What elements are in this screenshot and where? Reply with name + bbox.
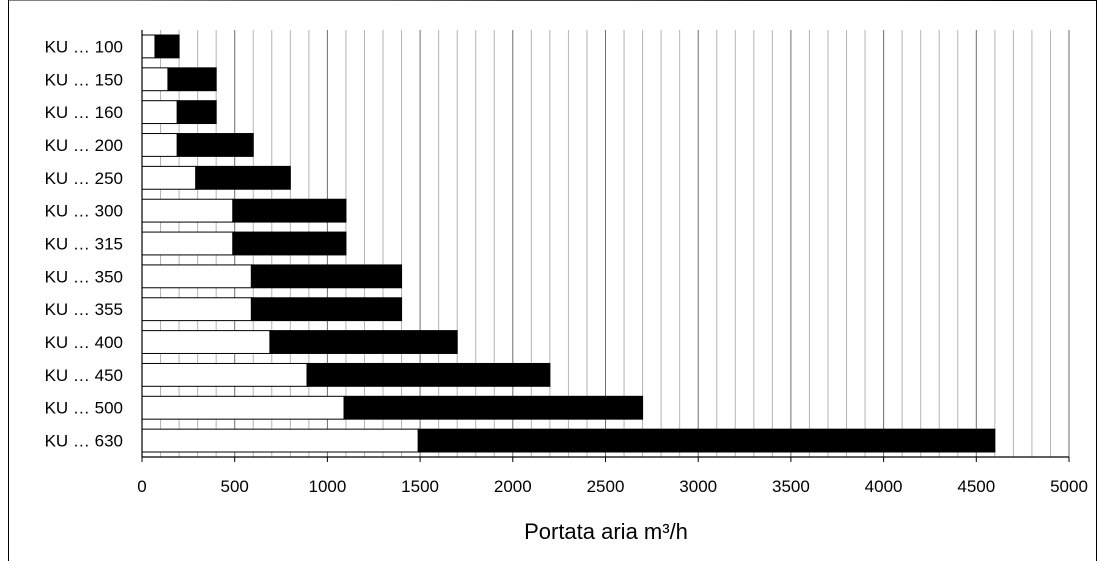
x-tick-label: 2500 [587,477,625,496]
category-label: KU … 150 [45,70,123,89]
category-label: KU … 630 [45,432,123,451]
x-tick-label: 4500 [957,477,995,496]
category-label: KU … 400 [45,333,123,352]
x-tick-label: 500 [221,477,249,496]
x-tick-label: 5000 [1050,477,1088,496]
bar-segment-white [141,231,234,256]
x-tick-label: 0 [137,477,146,496]
bar-segment-white [141,133,178,157]
category-label: KU … 250 [45,169,123,188]
bar-segment-white [141,428,419,453]
bar-segment-white [141,34,156,59]
bar-segment-black [195,165,291,190]
bar-segment-black [232,231,347,256]
x-axis-title: Portata aria m³/h [524,519,688,544]
category-label: KU … 450 [45,366,123,385]
x-tick-label: 3500 [772,477,810,496]
bars [141,34,996,453]
axes [141,30,1070,462]
bar-segment-white [141,264,252,289]
bar-segment-black [167,67,217,92]
bar-segment-black [306,362,551,387]
bar-segment-white [141,100,178,125]
x-tick-label: 1500 [401,477,439,496]
category-label: KU … 500 [45,399,123,418]
bar-segment-black [176,100,217,125]
x-tick-label: 1000 [308,477,346,496]
category-labels: KU … 100 KU … 150 KU … 160 KU … 200 KU … 250… [45,37,123,450]
x-tick-labels: 0 500 1000 1500 2000 2500 3000 3500 4000 4500 5000 [137,477,1088,496]
bar-segment-black [232,198,347,223]
x-tick-label: 2000 [494,477,532,496]
category-label: KU … 100 [45,37,123,56]
bar-segment-black [176,133,254,157]
category-label: KU … 200 [45,136,123,155]
bar-segment-black [343,395,644,420]
bar-segment-white [141,362,308,387]
bar-segment-white [141,297,252,322]
category-label: KU … 315 [45,235,123,254]
bar-segment-white [141,330,271,354]
bar-segment-white [141,395,345,420]
category-label: KU … 355 [45,300,123,319]
category-label: KU … 300 [45,202,123,221]
bar-segment-black [250,264,403,289]
bar-segment-black [154,34,180,59]
x-tick-label: 4000 [865,477,903,496]
category-label: KU … 350 [45,267,123,286]
outer-frame-top [8,0,1097,1]
category-label: KU … 160 [45,103,123,122]
bar-segment-black [269,330,458,354]
bar-segment-white [141,165,197,190]
bar-segment-white [141,67,169,92]
bar-segment-black [417,428,996,453]
x-tick-label: 3000 [679,477,717,496]
bar-segment-white [141,198,234,223]
bar-segment-black [250,297,403,322]
